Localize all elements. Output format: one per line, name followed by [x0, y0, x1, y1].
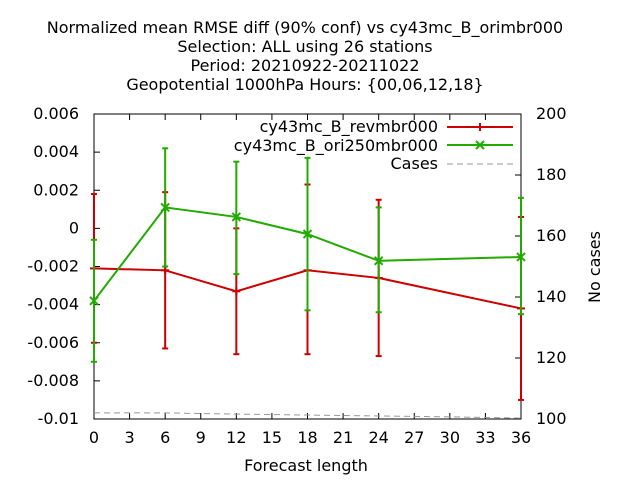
x-axis: 0 3 6 9 12 15 18 21 24 27 30 33 36: [89, 114, 531, 447]
chart-title-line-1: Normalized mean RMSE diff (90% conf) vs …: [47, 18, 563, 38]
y-tick-label: -0.006: [27, 333, 79, 352]
x-tick-label: 9: [196, 428, 206, 447]
data-point: [160, 202, 170, 213]
series-cy43mc_B_ori250mbr000: [89, 147, 526, 363]
x-tick-label: 36: [511, 428, 531, 447]
data-point: [516, 252, 526, 262]
series-line: [93, 267, 522, 310]
x-tick-label: 18: [297, 428, 317, 447]
x-tick-label: 3: [124, 428, 134, 447]
y-tick-label: 0: [69, 218, 79, 237]
x-tick-label: 30: [440, 428, 460, 447]
y-tick-label: -0.004: [27, 295, 79, 314]
y-tick-label: -0.01: [38, 409, 79, 428]
y2-tick-label: 120: [536, 348, 567, 367]
chart-title-line-4: Geopotential 1000hPa Hours: {00,06,12,18…: [126, 75, 483, 94]
data-point: [302, 229, 313, 239]
y-tick-label: -0.002: [27, 257, 79, 276]
legend-label-revmbr000: cy43mc_B_revmbr000: [260, 117, 438, 137]
y2-tick-label: 160: [536, 226, 567, 245]
series-line: [93, 206, 522, 302]
marker-d2: [373, 256, 384, 266]
data-point: [89, 296, 99, 306]
x-tick-label: 0: [89, 428, 99, 447]
y-tick-label: 0.002: [33, 180, 79, 199]
marker-d2: [516, 252, 526, 262]
data-point: [373, 256, 384, 266]
y2-tick-label: 180: [536, 165, 567, 184]
chart-title-line-3: Period: 20210922-20211022: [190, 56, 419, 75]
y-tick-label: 0.006: [33, 104, 79, 123]
legend-marker-ori250-d2: [475, 140, 485, 150]
x-tick-label: 15: [262, 428, 282, 447]
legend: cy43mc_B_revmbr000 cy43mc_B_ori250mbr000…: [234, 117, 513, 173]
x-tick-label: 24: [368, 428, 388, 447]
x-tick-label: 6: [160, 428, 170, 447]
x-axis-label: Forecast length: [244, 456, 368, 475]
x-tick-label: 27: [404, 428, 424, 447]
y2-tick-label: 200: [536, 104, 567, 123]
series-line: [94, 412, 522, 419]
y-tick-label: 0.004: [33, 142, 79, 161]
legend-label-ori250mbr000: cy43mc_B_ori250mbr000: [234, 136, 438, 156]
chart-title-line-2: Selection: ALL using 26 stations: [177, 37, 432, 56]
x-tick-label: 21: [333, 428, 353, 447]
data-point: [161, 266, 170, 275]
y-axis-left: -0.01 -0.008 -0.006 -0.004 -0.002 0 0.002 0.004…: [27, 104, 100, 428]
y-axis-right: 100 120 140 160 180 200: [515, 104, 567, 428]
y2-tick-label: 100: [536, 409, 567, 428]
series-layer: [89, 147, 526, 419]
marker-d2: [231, 212, 242, 222]
x-tick-label: 12: [226, 428, 246, 447]
x-tick-label: 33: [475, 428, 495, 447]
data-point: [232, 287, 241, 296]
y-tick-label: -0.008: [27, 371, 79, 390]
series-Cases: [94, 412, 522, 419]
marker-d2: [160, 202, 170, 213]
data-point: [231, 212, 242, 222]
marker-d2: [89, 296, 99, 306]
y2-axis-label: No cases: [585, 231, 604, 303]
marker-d2: [302, 229, 313, 239]
y2-tick-label: 140: [536, 287, 567, 306]
legend-label-cases: Cases: [391, 154, 439, 173]
chart-title: Normalized mean RMSE diff (90% conf) vs …: [47, 18, 563, 94]
